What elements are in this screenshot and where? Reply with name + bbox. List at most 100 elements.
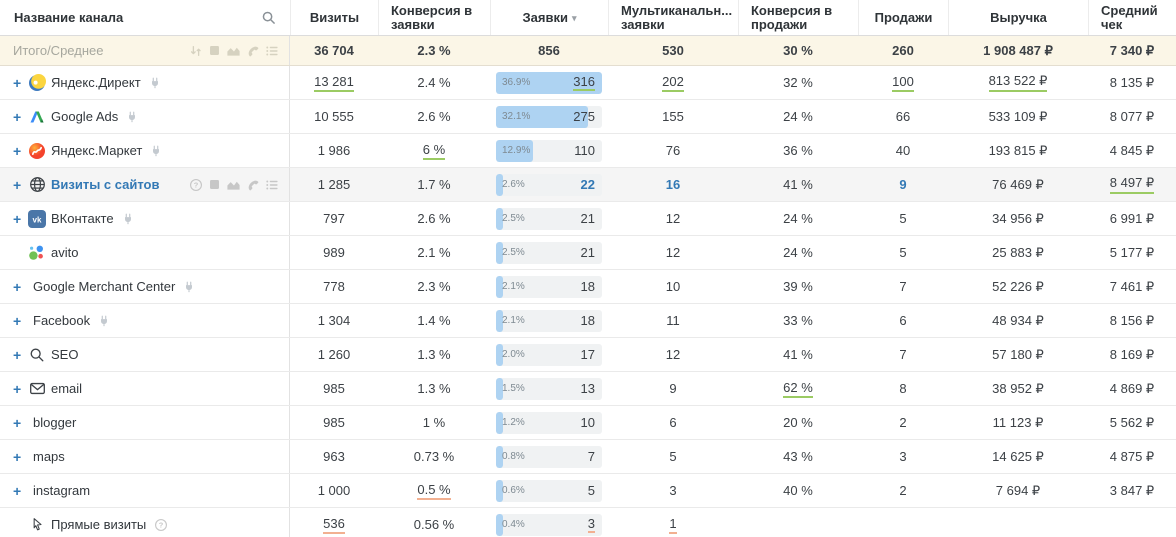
channel-name[interactable]: instagram bbox=[33, 483, 91, 498]
visits-cell: 36 704 bbox=[290, 36, 378, 65]
channel-name[interactable]: Прямые визиты bbox=[51, 517, 147, 532]
plug-icon[interactable] bbox=[183, 281, 195, 293]
expand-toggle[interactable]: + bbox=[13, 380, 22, 397]
cell-value[interactable]: 13 281 bbox=[314, 74, 354, 92]
phone-icon[interactable] bbox=[246, 44, 260, 58]
channel-name[interactable]: Google Merchant Center bbox=[33, 279, 176, 294]
leads-bar[interactable]: 2.6% 22 bbox=[496, 173, 602, 196]
list-icon[interactable] bbox=[265, 44, 279, 58]
expand-toggle[interactable]: + bbox=[13, 176, 22, 193]
table-row[interactable]: + Визиты с сайтов? 1 285 1.7 % 2.6% 22 16 41 % 9… bbox=[0, 168, 1176, 202]
leads-bar[interactable]: 0.6% 5 bbox=[496, 479, 602, 502]
channel-name[interactable]: blogger bbox=[33, 415, 77, 430]
column-header-name[interactable]: Название канала bbox=[0, 0, 290, 35]
column-header-visits[interactable]: Визиты bbox=[290, 0, 378, 35]
phone-icon[interactable] bbox=[246, 178, 260, 192]
channel-name[interactable]: avito bbox=[51, 245, 79, 260]
leads-bar[interactable]: 2.0% 17 bbox=[496, 343, 602, 366]
table-row[interactable]: + Яндекс.Директ 13 281 2.4 % 36.9% 316 202 32 %… bbox=[0, 66, 1176, 100]
leads-bar[interactable]: 0.8% 7 bbox=[496, 445, 602, 468]
leads-bar[interactable]: 2.1% 18 bbox=[496, 275, 602, 298]
table-row[interactable]: + maps 963 0.73 % 0.8% 7 5 43 % 3 14 625 ₽ 4 875 ₽ bbox=[0, 440, 1176, 474]
table-row[interactable]: + Яндекс.Маркет 1 986 6 % 12.9% 110 76 36 % 40 19… bbox=[0, 134, 1176, 168]
channel-name[interactable]: ВКонтакте bbox=[51, 211, 114, 226]
expand-toggle[interactable]: + bbox=[13, 312, 22, 329]
cell-value[interactable]: 8 497 ₽ bbox=[1109, 175, 1155, 194]
expand-toggle[interactable]: + bbox=[13, 108, 22, 125]
cell-value[interactable]: 9 bbox=[899, 177, 907, 192]
leads-bar[interactable]: 0.4% 3 bbox=[496, 513, 602, 536]
column-header-multi_leads[interactable]: Мультиканальн... заявки bbox=[608, 0, 738, 35]
table-row[interactable]: + Google Merchant Center 778 2.3 % 2.1% 18 10 3… bbox=[0, 270, 1176, 304]
leads-value[interactable]: 3 bbox=[587, 515, 595, 533]
leads-value[interactable]: 316 bbox=[573, 73, 595, 91]
table-row[interactable]: + instagram 1 000 0.5 % 0.6% 5 3 40 % 2 7 694 ₽ 3 … bbox=[0, 474, 1176, 508]
column-header-revenue[interactable]: Выручка bbox=[948, 0, 1088, 35]
cell-value[interactable]: 100 bbox=[892, 74, 914, 92]
column-header-conv_leads[interactable]: Конверсия в заявки bbox=[378, 0, 490, 35]
plug-icon[interactable] bbox=[150, 145, 162, 157]
area-icon[interactable] bbox=[226, 177, 241, 192]
cell-value[interactable]: 536 bbox=[323, 516, 345, 534]
leads-bar[interactable]: 32.1% 275 bbox=[496, 105, 602, 128]
leads-bar[interactable]: 36.9% 316 bbox=[496, 71, 602, 94]
area-icon[interactable] bbox=[226, 43, 241, 58]
totals-row[interactable]: Итого/Среднее 36 704 2.3 % 856 530 30 % 260 1 9… bbox=[0, 36, 1176, 66]
table-row[interactable]: + blogger 985 1 % 1.2% 10 6 20 % 2 11 123 ₽ 5 562 … bbox=[0, 406, 1176, 440]
cell-value[interactable]: 1 bbox=[669, 516, 677, 534]
channel-name[interactable]: email bbox=[51, 381, 83, 396]
cell-value: 7 340 ₽ bbox=[1109, 42, 1155, 58]
cell-value[interactable]: 6 % bbox=[422, 142, 446, 160]
cell-value[interactable]: 62 % bbox=[783, 380, 813, 398]
channel-name[interactable]: SEO bbox=[51, 347, 79, 362]
expand-toggle[interactable]: + bbox=[13, 346, 22, 363]
channel-name[interactable]: Визиты с сайтов bbox=[51, 177, 160, 192]
channel-name[interactable]: maps bbox=[33, 449, 65, 464]
channel-name[interactable]: Яндекс.Директ bbox=[51, 75, 141, 90]
column-header-avg_check[interactable]: Средний чек bbox=[1088, 0, 1176, 35]
help-icon[interactable]: ? bbox=[154, 518, 168, 532]
table-row[interactable]: + Facebook 1 304 1.4 % 2.1% 18 11 33 % 6 48 934 ₽… bbox=[0, 304, 1176, 338]
help-icon[interactable]: ? bbox=[189, 178, 203, 192]
cell-value[interactable]: 0.5 % bbox=[417, 482, 451, 500]
plug-icon[interactable] bbox=[98, 315, 110, 327]
leads-bar[interactable]: 2.5% 21 bbox=[496, 241, 602, 264]
cell-value[interactable]: 16 bbox=[665, 177, 681, 192]
list-icon[interactable] bbox=[265, 178, 279, 192]
expand-toggle[interactable]: + bbox=[13, 482, 22, 499]
search-icon[interactable] bbox=[261, 10, 276, 25]
expand-toggle[interactable]: + bbox=[13, 414, 22, 431]
expand-toggle[interactable]: + bbox=[13, 448, 22, 465]
table-row[interactable]: avito 989 2.1 % 2.5% 21 12 24 % 5 25 883 ₽ 5 177 … bbox=[0, 236, 1176, 270]
table-row[interactable]: + Google Ads 10 555 2.6 % 32.1% 275 155 24 % 66 5… bbox=[0, 100, 1176, 134]
column-header-sales[interactable]: Продажи bbox=[858, 0, 948, 35]
expand-toggle[interactable]: + bbox=[13, 278, 22, 295]
plug-icon[interactable] bbox=[122, 213, 134, 225]
sort-icon[interactable] bbox=[189, 44, 203, 58]
column-header-conv_sales[interactable]: Конверсия в продажи bbox=[738, 0, 858, 35]
leads-bar[interactable]: 12.9% 110 bbox=[496, 139, 602, 162]
column-header-leads[interactable]: Заявки ▾ bbox=[490, 0, 608, 35]
plug-icon[interactable] bbox=[149, 77, 161, 89]
expand-toggle[interactable]: + bbox=[13, 210, 22, 227]
leads-bar[interactable]: 1.5% 13 bbox=[496, 377, 602, 400]
visits-cell: 989 bbox=[290, 236, 378, 269]
plug-icon[interactable] bbox=[126, 111, 138, 123]
leads-bar[interactable]: 1.2% 10 bbox=[496, 411, 602, 434]
square-icon[interactable] bbox=[208, 44, 221, 57]
channel-name[interactable]: Google Ads bbox=[51, 109, 119, 124]
channel-name[interactable]: Яндекс.Маркет bbox=[51, 143, 143, 158]
leads-bar[interactable]: 2.5% 21 bbox=[496, 207, 602, 230]
leads-value[interactable]: 22 bbox=[580, 177, 595, 192]
square-icon[interactable] bbox=[208, 178, 221, 191]
cell-value[interactable]: 202 bbox=[662, 74, 684, 92]
table-row[interactable]: + vk ВКонтакте 797 2.6 % 2.5% 21 12 24 % 5 34 956 … bbox=[0, 202, 1176, 236]
expand-toggle[interactable]: + bbox=[13, 142, 22, 159]
leads-bar[interactable]: 2.1% 18 bbox=[496, 309, 602, 332]
expand-toggle[interactable]: + bbox=[13, 74, 22, 91]
table-row[interactable]: Прямые визиты? 536 0.56 % 0.4% 3 1 bbox=[0, 508, 1176, 537]
table-row[interactable]: + SEO 1 260 1.3 % 2.0% 17 12 41 % 7 57 180 ₽ 8 169… bbox=[0, 338, 1176, 372]
table-row[interactable]: + email 985 1.3 % 1.5% 13 9 62 % 8 38 952 ₽ 4 869 … bbox=[0, 372, 1176, 406]
channel-name[interactable]: Facebook bbox=[33, 313, 91, 328]
cell-value[interactable]: 813 522 ₽ bbox=[988, 73, 1048, 92]
